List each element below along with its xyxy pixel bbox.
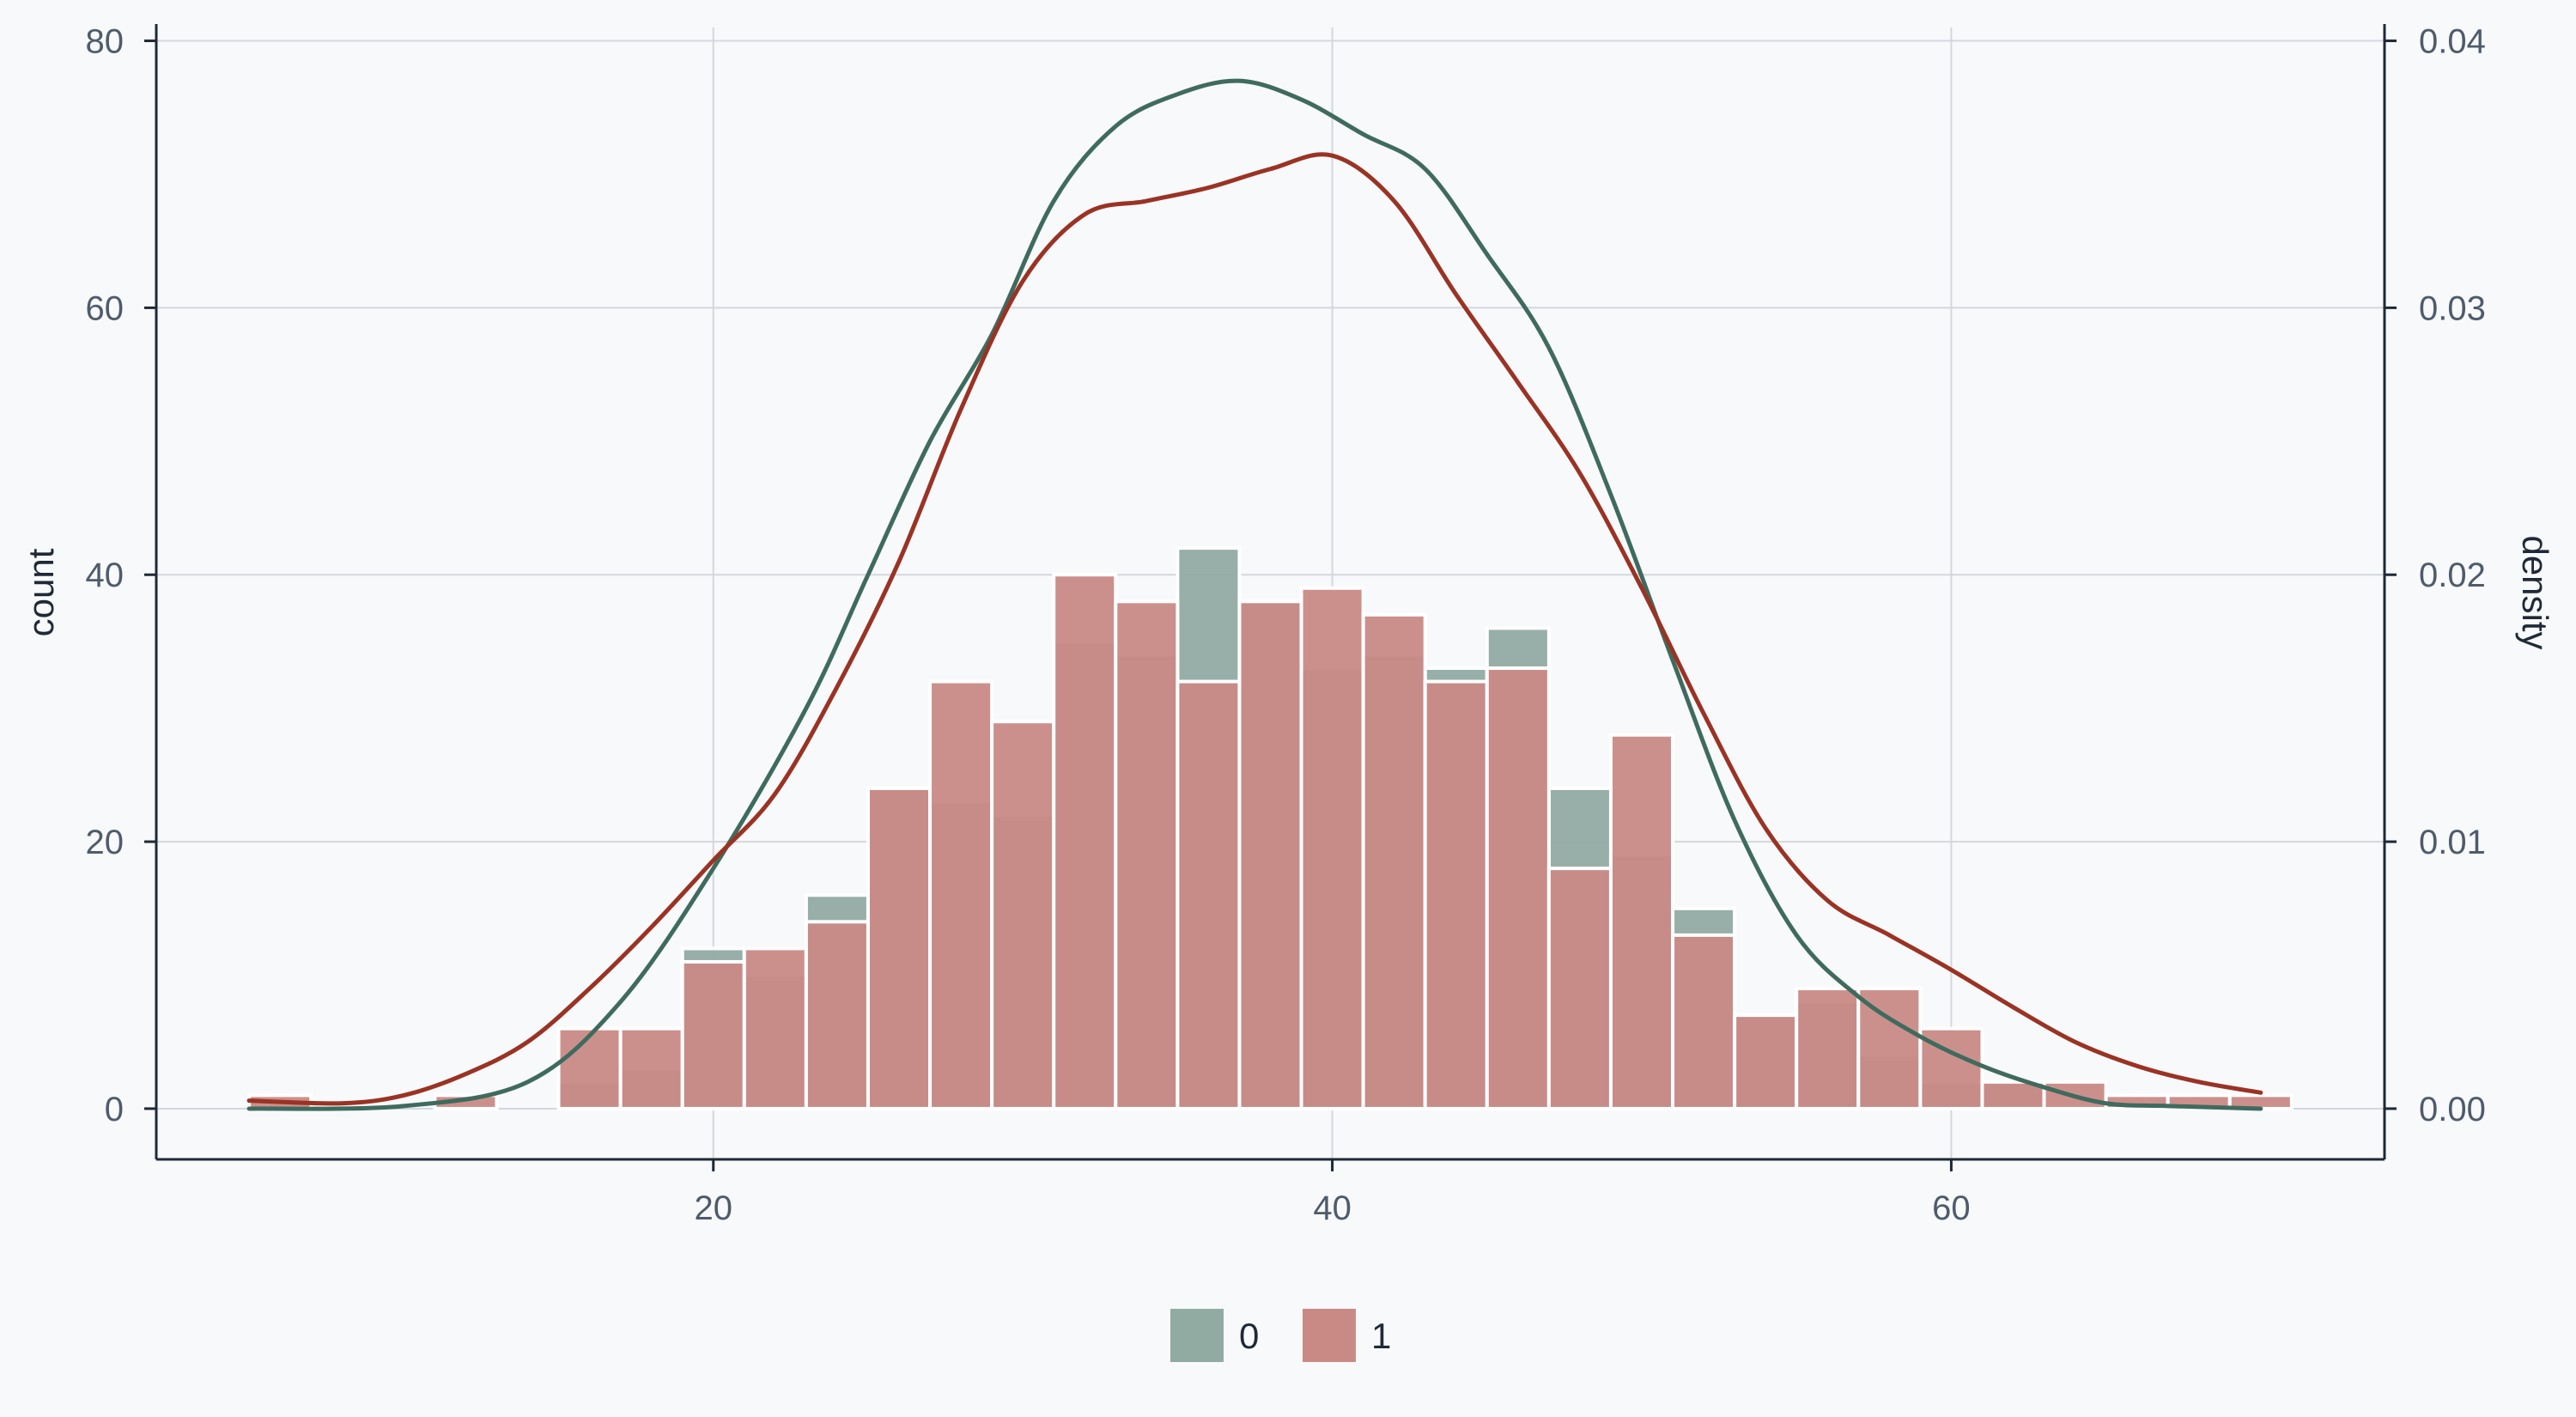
- bar-series-1-bin-17: [1485, 666, 1551, 1110]
- bar-series-1-bin-19: [1608, 733, 1675, 1110]
- x-axis-ticks: 20 40 60: [695, 1159, 1971, 1227]
- x-tick-label-2: 60: [1932, 1189, 1971, 1227]
- bar-series-1-bin-9: [990, 720, 1056, 1110]
- x-tick-label-0: 20: [695, 1189, 733, 1227]
- legend-entry-0: 0: [1170, 1309, 1259, 1362]
- bar-series-1-bin-3: [618, 1026, 684, 1110]
- bar-series-1-bin-10: [1052, 573, 1118, 1110]
- y-right-axis-title: density: [2515, 535, 2555, 649]
- y-left-tick-label-2: 40: [86, 556, 125, 594]
- bar-series-1-bin-4: [680, 959, 746, 1110]
- legend-swatch-0: [1170, 1309, 1224, 1362]
- y-right-axis-ticks: 0.00 0.01 0.02 0.03 0.04: [2385, 23, 2486, 1128]
- bar-series-1-bin-13: [1237, 599, 1303, 1110]
- bar-series-1-bin-21: [1733, 1013, 1799, 1110]
- bar-series-1-bin-5: [742, 946, 808, 1110]
- bar-series-1-bin-14: [1299, 586, 1365, 1110]
- bar-series-1-bin-15: [1361, 612, 1427, 1110]
- y-left-tick-label-4: 80: [86, 23, 125, 61]
- bar-series-1-bin-2: [556, 1026, 623, 1110]
- bar-series-1-bin-6: [804, 920, 870, 1110]
- bar-series-1-bin-7: [866, 786, 933, 1110]
- bar-series-1-bin-16: [1423, 679, 1489, 1110]
- y-left-tick-label-0: 0: [105, 1091, 124, 1128]
- legend-swatch-1: [1303, 1309, 1356, 1362]
- bar-series-1-bin-25: [1980, 1079, 2046, 1110]
- bar-series-1-bin-12: [1176, 679, 1242, 1110]
- y-right-tick-label-3: 0.03: [2419, 289, 2486, 327]
- bar-series-1-bin-11: [1114, 599, 1180, 1110]
- bar-series-1-bin-24: [1918, 1026, 1984, 1110]
- y-right-tick-label-1: 0.01: [2419, 824, 2486, 861]
- series-1-bars: [247, 573, 2293, 1110]
- density-curve-1: [246, 152, 2263, 1106]
- y-left-tick-label-1: 20: [86, 824, 125, 861]
- axes: [155, 24, 2386, 1161]
- density-curves: [246, 78, 2263, 1111]
- bar-series-1-bin-8: [928, 679, 994, 1110]
- y-right-tick-label-4: 0.04: [2419, 23, 2486, 61]
- y-left-axis-title: count: [21, 548, 61, 636]
- bar-series-1-bin-18: [1546, 867, 1613, 1110]
- histogram-bars: [247, 546, 2293, 1110]
- y-right-tick-label-0: 0.00: [2419, 1091, 2486, 1128]
- legend-label-1: 1: [1371, 1316, 1391, 1356]
- legend-entry-1: 1: [1303, 1309, 1391, 1362]
- bar-series-1-bin-22: [1795, 987, 1861, 1110]
- bar-series-1-bin-20: [1671, 933, 1737, 1110]
- legend-label-0: 0: [1239, 1316, 1259, 1356]
- y-left-tick-label-3: 60: [86, 289, 125, 327]
- x-tick-label-1: 40: [1313, 1189, 1352, 1227]
- y-right-tick-label-2: 0.02: [2419, 556, 2486, 594]
- y-left-axis-ticks: 0 20 40 60 80: [86, 23, 156, 1128]
- bar-series-1-bin-23: [1856, 987, 1923, 1110]
